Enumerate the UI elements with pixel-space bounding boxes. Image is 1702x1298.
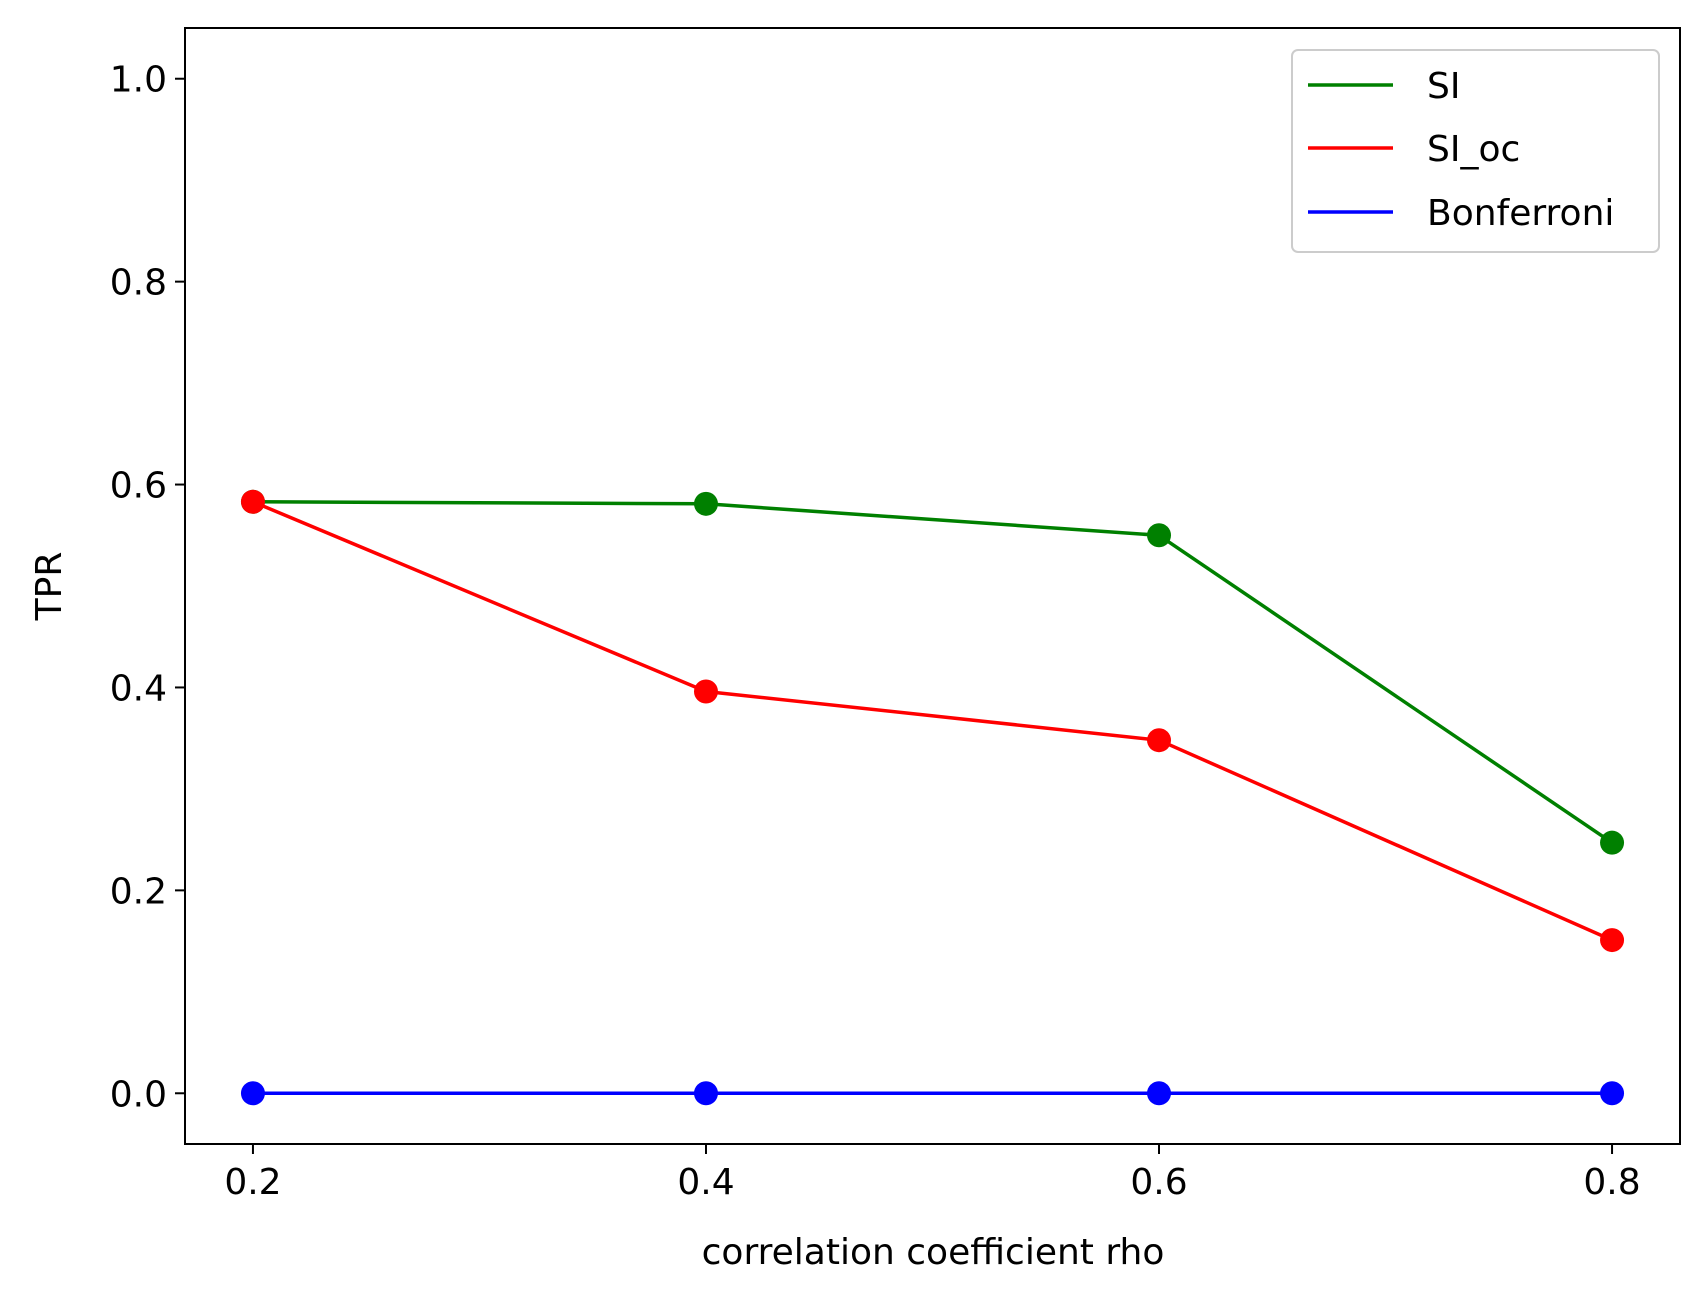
series-si bbox=[240, 489, 1625, 855]
data-point-si-oc bbox=[1147, 728, 1172, 753]
legend-label-bonferroni: Bonferroni bbox=[1427, 193, 1614, 234]
y-axis-label: TPR bbox=[29, 552, 70, 622]
legend-label-si: SI bbox=[1427, 66, 1460, 107]
data-point-bonferroni bbox=[1147, 1081, 1172, 1106]
data-point-si bbox=[693, 491, 718, 516]
data-point-bonferroni bbox=[1600, 1081, 1625, 1106]
data-point-bonferroni bbox=[693, 1081, 718, 1106]
x-axis-label: correlation coefficient rho bbox=[702, 1232, 1165, 1273]
legend-label-si-oc: SI_oc bbox=[1427, 129, 1520, 170]
y-tick-label: 0.8 bbox=[110, 263, 167, 304]
x-tick-label: 0.8 bbox=[1583, 1162, 1640, 1203]
data-point-bonferroni bbox=[240, 1081, 265, 1106]
data-point-si-oc bbox=[693, 679, 718, 704]
data-point-si bbox=[1147, 523, 1172, 548]
legend-box bbox=[1291, 49, 1660, 253]
y-tick-label: 0.4 bbox=[110, 668, 167, 709]
plot-frame bbox=[184, 27, 1681, 1145]
series-bonferroni bbox=[240, 1081, 1625, 1106]
y-tick-label: 0.0 bbox=[110, 1074, 167, 1115]
series-line-si bbox=[252, 500, 1613, 845]
y-tick-label: 0.6 bbox=[110, 466, 167, 507]
series-line-si-oc bbox=[252, 500, 1613, 942]
x-tick-label: 0.2 bbox=[224, 1162, 281, 1203]
data-point-si-oc bbox=[240, 489, 265, 514]
x-axis: 0.2 0.4 0.6 0.8 bbox=[224, 1144, 1641, 1203]
data-point-si-oc bbox=[1600, 928, 1625, 953]
y-tick-label: 1.0 bbox=[110, 60, 167, 101]
legend: SI SI_oc Bonferroni bbox=[1291, 49, 1660, 253]
y-axis: 0.0 0.2 0.4 0.6 0.8 1.0 bbox=[110, 60, 185, 1115]
x-tick-label: 0.4 bbox=[677, 1162, 734, 1203]
data-point-si bbox=[1600, 830, 1625, 855]
y-tick-label: 0.2 bbox=[110, 871, 167, 912]
plot-marks bbox=[240, 489, 1625, 1106]
x-tick-label: 0.6 bbox=[1130, 1162, 1187, 1203]
series-si-oc bbox=[240, 489, 1625, 953]
